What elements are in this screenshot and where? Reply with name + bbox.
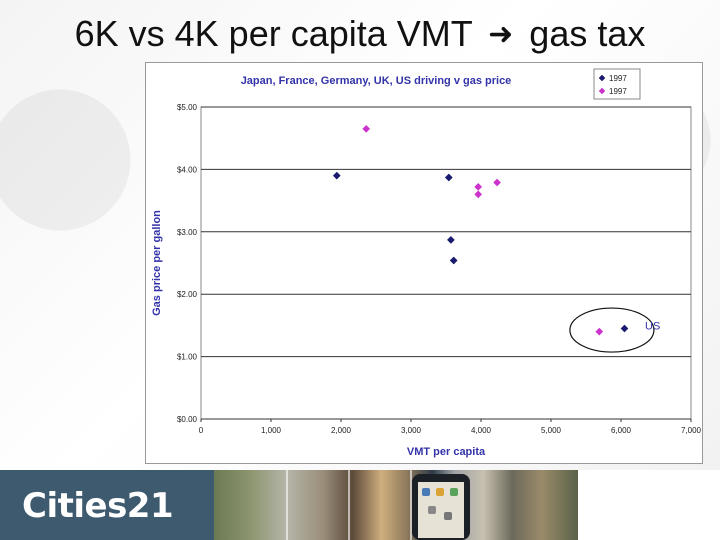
legend-entry: 1997 [609,87,627,96]
slide-title-right: gas tax [529,13,646,54]
app-icon [436,488,444,496]
app-icon [422,488,430,496]
data-point-series-1 [444,173,453,182]
photo-segment [286,470,350,540]
app-icon [444,512,452,520]
photo-segment [470,470,580,540]
brand-logo-box [0,470,214,540]
y-tick-label: $5.00 [177,103,198,112]
data-point-series-1 [332,171,341,180]
smartphone-image [412,474,470,540]
us-highlight-ellipse [569,307,655,353]
plot-area [200,106,692,420]
x-tick-label: 3,000 [401,426,422,435]
x-tick-label: 4,000 [471,426,492,435]
data-point-series-1 [449,256,458,265]
photo-segment [214,470,288,540]
slide-title-left: 6K vs 4K per capita VMT [74,13,473,54]
y-tick-label: $1.00 [177,353,198,362]
x-tick-label: 1,000 [261,426,282,435]
smartphone-screen [418,482,464,538]
app-icon [450,488,458,496]
data-point-series-2 [493,178,502,187]
photo-segment [348,470,412,540]
slide-title: 6K vs 4K per capita VMT ➜ gas tax [0,10,720,58]
chart-svg: Japan, France, Germany, UK, US driving v… [151,68,702,458]
app-icon [428,506,436,514]
right-arrow-icon: ➜ [488,18,514,51]
x-tick-label: 7,000 [681,426,702,435]
legend-entry: 1997 [609,74,627,83]
photo-collage [214,470,580,540]
chart-title: Japan, France, Germany, UK, US driving v… [241,75,512,87]
data-point-series-2 [362,124,371,133]
data-point-series-1 [620,324,629,333]
data-point-series-2 [474,190,483,199]
legend-marker [598,74,606,82]
x-tick-label: 6,000 [611,426,632,435]
x-axis-label: VMT per capita [407,446,486,458]
annotation-label: US [645,320,660,332]
data-point-series-2 [595,327,604,336]
x-tick-label: 0 [199,426,204,435]
y-tick-label: $0.00 [177,415,198,424]
y-tick-label: $3.00 [177,228,198,237]
brand-logo-text: Cities21 [22,486,174,526]
y-axis-label: Gas price per gallon [151,210,163,316]
y-tick-label: $4.00 [177,165,198,174]
legend-marker [598,87,606,95]
x-tick-label: 2,000 [331,426,352,435]
y-tick-label: $2.00 [177,290,198,299]
scatter-chart: Japan, France, Germany, UK, US driving v… [145,62,703,464]
x-tick-label: 5,000 [541,426,562,435]
data-point-series-1 [446,235,455,244]
